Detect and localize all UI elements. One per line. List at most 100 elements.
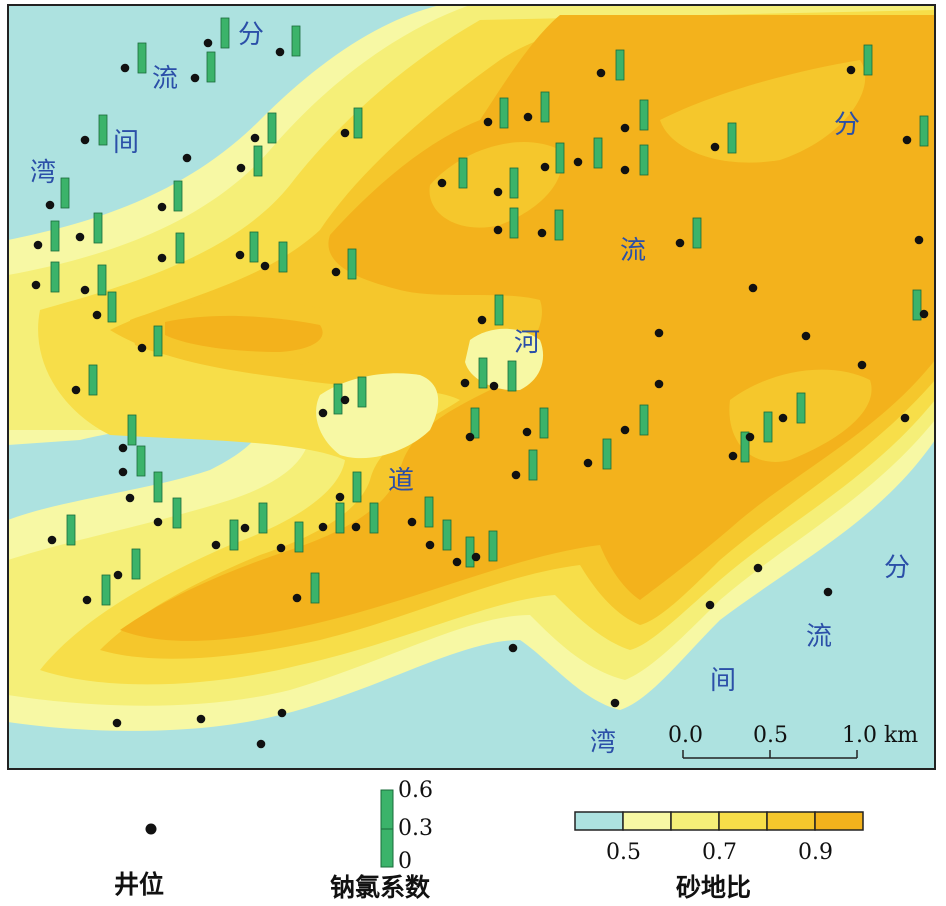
- well-dot: [351, 522, 361, 532]
- well-dot: [137, 343, 147, 353]
- well-dot: [292, 593, 302, 603]
- well-dot: [80, 135, 90, 145]
- sand-band-orange: [120, 15, 935, 641]
- sodium-chloride-bar: [291, 25, 301, 57]
- well-dot: [31, 280, 41, 290]
- well-dot: [452, 557, 462, 567]
- well-dot: [240, 523, 250, 533]
- well-dot: [203, 38, 213, 48]
- scale-tick-1: 0.5: [753, 723, 788, 748]
- legend-sand-tick-1: 0.7: [702, 840, 737, 865]
- well-dot: [236, 163, 246, 173]
- sodium-chloride-bar: [50, 220, 60, 252]
- zone-label-wan-top: 湾: [30, 158, 57, 188]
- legend-ratio-tick-top: 0.6: [398, 778, 433, 803]
- well-dot: [471, 552, 481, 562]
- well-dot: [190, 73, 200, 83]
- sodium-chloride-bar: [639, 99, 649, 131]
- well-dot: [620, 425, 630, 435]
- sodium-chloride-bar: [220, 17, 230, 49]
- sodium-chloride-bar: [97, 264, 107, 296]
- sodium-chloride-bar: [528, 449, 538, 481]
- well-dot: [523, 112, 533, 122]
- sodium-chloride-bar: [919, 115, 929, 147]
- sodium-chloride-bar: [175, 232, 185, 264]
- scale-tick-2: 1.0 km: [842, 723, 918, 748]
- sodium-chloride-bar: [172, 497, 182, 529]
- sodium-chloride-bar: [60, 177, 70, 209]
- sodium-chloride-bar: [347, 248, 357, 280]
- sodium-chloride-bar: [137, 42, 147, 74]
- zone-label-he-channel: 河: [514, 328, 541, 358]
- well-dot: [914, 235, 924, 245]
- well-dot: [125, 493, 135, 503]
- well-dot: [610, 698, 620, 708]
- legend-sand-tick-2: 0.9: [798, 840, 833, 865]
- sodium-chloride-bar: [310, 572, 320, 604]
- sodium-chloride-bar: [863, 44, 873, 76]
- sodium-chloride-bar: [98, 114, 108, 146]
- sodium-chloride-bar: [458, 157, 468, 189]
- legend-well-dot: [145, 823, 157, 835]
- well-dot: [45, 200, 55, 210]
- sodium-chloride-bar: [494, 294, 504, 326]
- well-dot: [919, 309, 929, 319]
- well-dot: [75, 232, 85, 242]
- well-dot: [113, 570, 123, 580]
- legend-ratio-title: 钠氯系数: [330, 873, 431, 902]
- sodium-chloride-bar: [639, 404, 649, 436]
- well-dot: [92, 310, 102, 320]
- legend-ratio-tick-mid: 0.3: [398, 816, 433, 841]
- sodium-chloride-bar: [509, 207, 519, 239]
- well-dot: [250, 133, 260, 143]
- well-dot: [675, 238, 685, 248]
- well-dot: [235, 250, 245, 260]
- sodium-chloride-bar: [499, 97, 509, 129]
- sodium-chloride-bar: [602, 438, 612, 470]
- sodium-chloride-bar: [478, 357, 488, 389]
- well-dot: [511, 470, 521, 480]
- well-dot: [276, 543, 286, 553]
- well-dot: [508, 643, 518, 653]
- well-dot: [318, 408, 328, 418]
- sodium-chloride-bar: [153, 325, 163, 357]
- well-points: [31, 38, 929, 749]
- sodium-chloride-bar: [507, 360, 517, 392]
- zone-label-liu-top: 流: [152, 64, 179, 94]
- sodium-chloride-bar: [153, 471, 163, 503]
- sodium-chloride-bar: [763, 411, 773, 443]
- sodium-chloride-bar: [488, 530, 498, 562]
- zone-label-jian-top: 间: [113, 128, 140, 158]
- well-dot: [153, 517, 163, 527]
- sodium-chloride-bar: [424, 496, 434, 528]
- legend-well-title: 井位: [114, 870, 165, 899]
- well-dot: [47, 535, 57, 545]
- well-dot: [211, 540, 221, 550]
- well-dot: [857, 360, 867, 370]
- well-dot: [748, 283, 758, 293]
- sodium-chloride-bar: [727, 122, 737, 154]
- sodium-chloride-bars: [50, 17, 929, 606]
- well-dot: [801, 331, 811, 341]
- well-dot: [340, 395, 350, 405]
- well-dot: [260, 261, 270, 271]
- well-dot: [340, 128, 350, 138]
- well-dot: [275, 47, 285, 57]
- sand-island-yellow-right: [660, 60, 866, 163]
- well-dot: [489, 381, 499, 391]
- sand-island-pale-center: [316, 373, 439, 459]
- sodium-chloride-bar: [66, 514, 76, 546]
- well-dot: [596, 68, 606, 78]
- scale-bar: [682, 750, 858, 759]
- sodium-chloride-bar: [554, 209, 564, 241]
- well-dot: [654, 379, 664, 389]
- sodium-chloride-bar: [353, 107, 363, 139]
- well-dot: [902, 135, 912, 145]
- well-dot: [460, 378, 470, 388]
- well-dot: [823, 587, 833, 597]
- sodium-chloride-bar: [615, 49, 625, 81]
- sodium-chloride-bar: [107, 291, 117, 323]
- well-dot: [654, 328, 664, 338]
- well-dot: [753, 563, 763, 573]
